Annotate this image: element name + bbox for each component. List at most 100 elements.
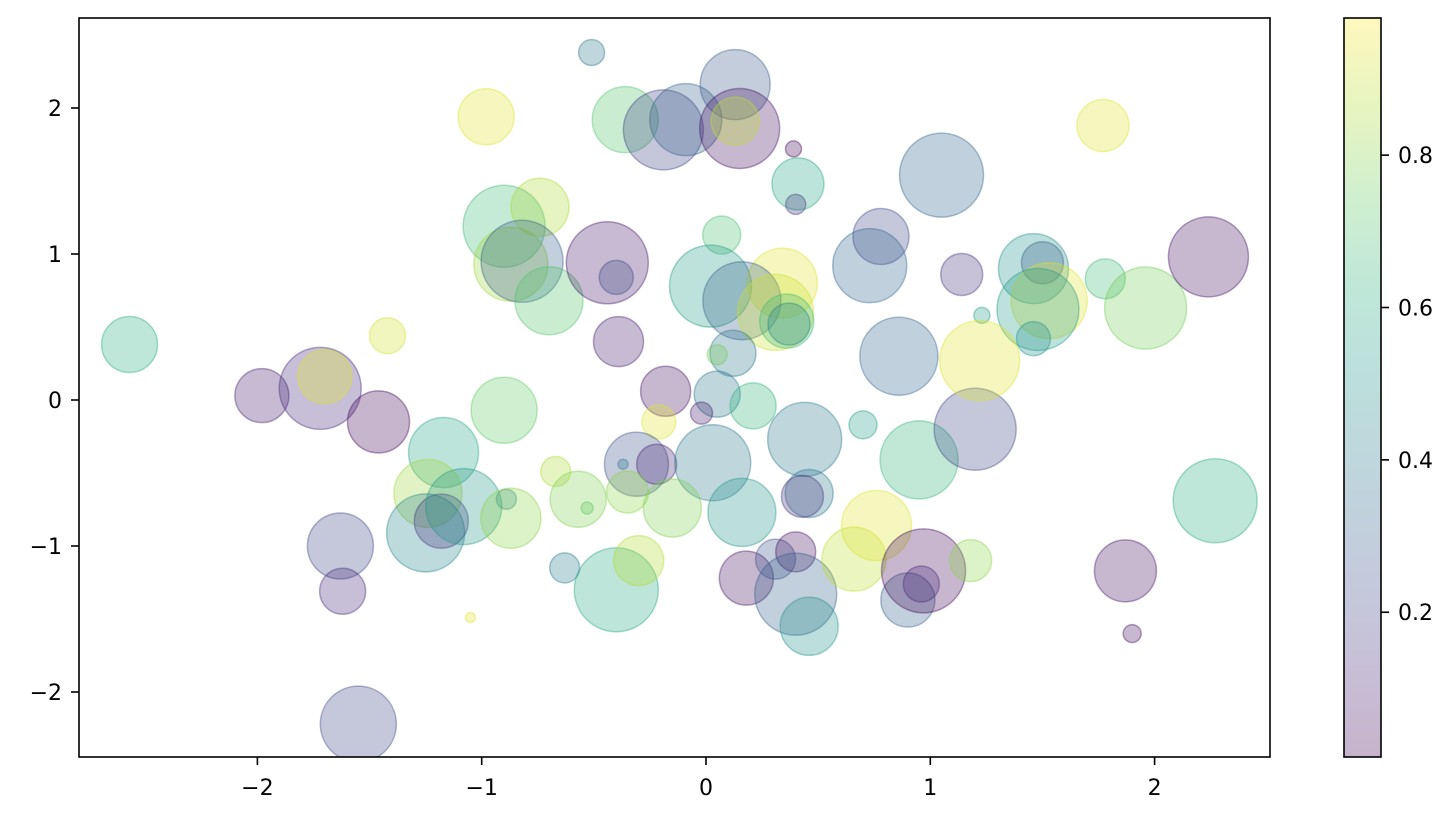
bubble-marker	[514, 265, 584, 336]
bubble-marker	[831, 227, 908, 304]
bubble-marker	[573, 547, 660, 633]
bubble-marker	[346, 390, 411, 454]
bubble-marker	[577, 38, 606, 67]
bubble-marker	[668, 244, 753, 328]
bubble-marker	[413, 493, 470, 549]
bubble-marker	[617, 458, 629, 470]
bubble-marker	[622, 89, 705, 171]
y-tick-label: −1	[30, 535, 62, 560]
bubble-marker	[548, 552, 581, 584]
bubble-marker	[880, 572, 936, 628]
bubble-marker	[385, 493, 466, 573]
bubble-marker	[707, 477, 777, 548]
bubble-layer	[100, 38, 1258, 757]
bubble-marker	[758, 293, 815, 349]
bubble-marker	[603, 431, 670, 497]
bubble-marker	[1020, 241, 1065, 285]
bubble-marker	[605, 470, 650, 514]
bubble-marker	[1015, 320, 1052, 357]
bubble-marker	[473, 226, 549, 302]
bubble-marker	[100, 315, 159, 374]
bubble-marker	[852, 207, 910, 266]
bubble-marker	[368, 317, 407, 355]
bubble-marker	[939, 252, 984, 297]
bubble-marker	[319, 685, 398, 757]
bubble-marker	[898, 132, 985, 218]
bubble-marker	[702, 260, 782, 341]
x-tick-label: 1	[923, 776, 937, 801]
bubble-marker	[495, 488, 518, 511]
colorbar-frame	[1343, 17, 1382, 758]
bubble-marker	[457, 88, 515, 146]
bubble-marker	[1076, 98, 1130, 153]
bubble-marker	[766, 401, 843, 478]
bubble-marker	[753, 552, 838, 636]
bubble-marker	[746, 247, 819, 319]
bubble-marker	[592, 315, 645, 368]
bubble-marker	[879, 420, 959, 500]
bubble-marker	[718, 550, 775, 606]
bubble-marker	[234, 367, 290, 424]
colorbar-tick-label: 0.4	[1398, 449, 1433, 474]
bubble-marker	[821, 526, 887, 592]
bubble-marker	[470, 376, 538, 444]
bubble-marker	[948, 538, 993, 583]
bubble-marker	[997, 232, 1070, 305]
bubble-marker	[393, 458, 463, 529]
bubble-marker	[480, 219, 564, 304]
bubble-marker	[902, 565, 941, 603]
bubble-marker	[1084, 258, 1127, 300]
bubble-marker	[425, 467, 503, 546]
y-tick-label: 2	[48, 97, 62, 122]
bubble-marker	[580, 501, 594, 515]
bubble-marker	[296, 348, 353, 405]
bubble-marker	[848, 410, 878, 440]
bubble-marker	[784, 468, 834, 519]
colorbar: 0.2 0.4 0.6 0.8	[1343, 17, 1433, 758]
bubble-marker	[318, 567, 367, 616]
bubble-marker	[641, 404, 677, 440]
bubble-marker	[673, 424, 752, 502]
y-tick-label: 0	[48, 389, 62, 414]
x-tick-label: −1	[465, 776, 497, 801]
bubble-marker	[698, 87, 781, 170]
bubble-marker	[736, 273, 815, 352]
y-tick-label: −2	[30, 681, 62, 706]
bubble-marker	[1122, 623, 1142, 644]
bubble-marker	[565, 221, 650, 305]
bubble-marker	[729, 382, 777, 430]
bubble-marker	[693, 370, 741, 418]
bubble-marker	[591, 85, 660, 154]
bubble-marker	[774, 531, 817, 573]
bubble-marker	[880, 528, 967, 614]
bubble-marker	[754, 538, 797, 580]
bubble-marker	[278, 346, 362, 431]
bubble-marker	[1010, 261, 1088, 340]
bubble-marker	[549, 470, 607, 529]
bubble-marker	[1103, 266, 1188, 350]
bubble-marker	[1093, 539, 1158, 603]
bubble-marker	[598, 259, 635, 296]
colorbar-ticks: 0.2 0.4 0.6 0.8	[1381, 144, 1433, 626]
x-tick-label: 2	[1148, 776, 1162, 801]
bubble-marker	[771, 157, 825, 211]
colorbar-gradient	[1344, 18, 1381, 757]
x-tick-label: −2	[241, 776, 273, 801]
bubble-marker	[701, 215, 742, 255]
bubble-marker	[612, 534, 665, 587]
bubble-marker	[699, 48, 771, 121]
bubble-marker	[480, 487, 542, 550]
bubble-marker	[859, 316, 939, 396]
bubble-marker	[649, 82, 723, 157]
y-tick-label: 1	[48, 243, 62, 268]
bubble-marker	[779, 596, 839, 657]
bubble-marker	[539, 455, 572, 488]
y-axis: −2 −1 0 1 2	[30, 97, 79, 706]
bubble-marker	[840, 489, 913, 562]
bubble-marker	[784, 140, 803, 158]
bubble-marker	[784, 193, 807, 216]
plot-area	[78, 17, 1271, 758]
bubble-marker	[642, 478, 703, 538]
bubble-marker	[462, 184, 546, 269]
